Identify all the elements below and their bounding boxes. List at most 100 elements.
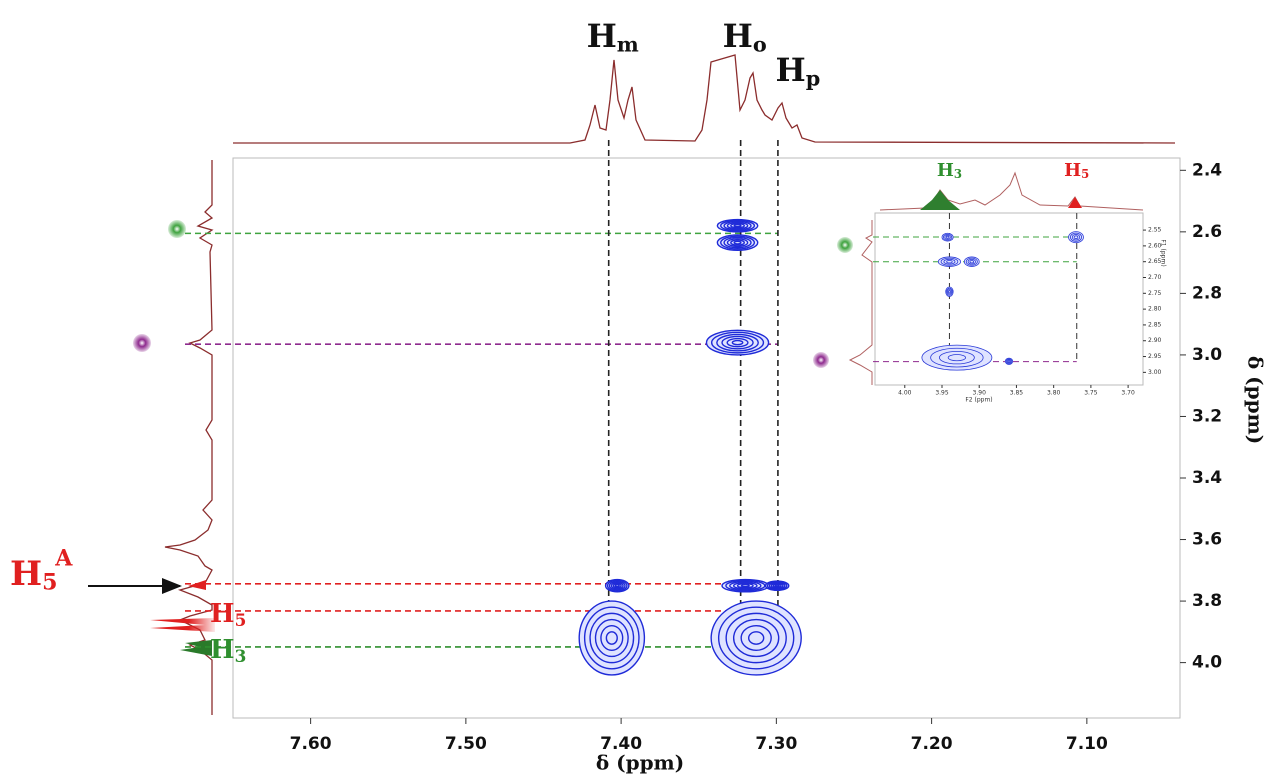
cross-peak [720, 235, 756, 250]
cross-peak [938, 351, 975, 365]
cross-peak [772, 583, 782, 588]
cross-peak [723, 220, 752, 231]
x-tick-label: 4.00 [898, 390, 912, 397]
cross-peak [731, 339, 744, 346]
label-main: H [210, 635, 235, 665]
cross-peak [1071, 234, 1081, 241]
cross-peak [578, 600, 646, 676]
peak-label: Hp [776, 51, 821, 90]
peak-label: Hm [587, 17, 639, 56]
cross-peak [963, 256, 980, 267]
label-sup: A [54, 545, 73, 571]
cross-peak [921, 344, 993, 371]
cross-peak [730, 222, 745, 229]
label-main: H [587, 17, 617, 55]
cross-peak [608, 580, 626, 591]
label-main: H [776, 51, 806, 89]
peak-label: H5 [1064, 160, 1089, 181]
cross-peak [946, 260, 953, 264]
label-main: H [210, 599, 235, 629]
x-tick-label: 7.60 [290, 734, 332, 754]
cross-peak [747, 631, 765, 645]
label-main: H [10, 554, 42, 594]
x-tick-label: 3.85 [1010, 390, 1024, 397]
h5-fill [150, 618, 215, 632]
x-tick-label: 7.40 [600, 734, 642, 754]
label-sub: 5 [42, 570, 57, 596]
cross-peak [733, 240, 742, 245]
cross-peak [967, 258, 976, 265]
cross-peak [732, 581, 758, 590]
h5a-fill [188, 580, 206, 590]
label-sub: 5 [235, 609, 247, 629]
y-tick-label: 2.60 [1148, 242, 1162, 249]
y-tick-label: 2.6 [1192, 222, 1222, 242]
marker-dot [813, 352, 829, 368]
x-tick-label: 3.90 [973, 390, 987, 397]
cross-peak [710, 600, 802, 676]
cross-peak [725, 579, 766, 592]
y-tick-label: 2.85 [1148, 321, 1162, 328]
marker-dot [837, 237, 853, 253]
cross-peak [721, 335, 754, 350]
cross-peak [944, 234, 951, 240]
cross-peak [710, 331, 765, 354]
y-tick-label: 2.75 [1148, 290, 1162, 297]
cross-peak [768, 581, 786, 590]
cross-peak [1005, 358, 1013, 365]
cross-peak [732, 618, 780, 658]
label-sub: o [753, 31, 767, 56]
peak-label: H5 [210, 599, 246, 629]
cross-peak [614, 583, 620, 588]
inset-h5-fill [1068, 197, 1082, 208]
x-tick-label: 3.80 [1047, 390, 1061, 397]
x-axis-title: F2 (ppm) [965, 397, 992, 404]
peak-label: H3 [210, 635, 246, 665]
cross-peak [1006, 359, 1012, 364]
cross-peak [740, 583, 750, 588]
x-tick-label: 3.95 [935, 390, 949, 397]
cross-peak [733, 223, 742, 228]
cross-peak [930, 347, 984, 368]
y-tick-label: 2.70 [1148, 274, 1162, 281]
x-axis-title: δ (ppm) [596, 751, 684, 775]
y-tick-label: 2.90 [1148, 337, 1162, 344]
cross-peak [940, 257, 959, 266]
cross-peak [583, 606, 640, 670]
cross-peak [594, 618, 629, 658]
cross-peak [766, 581, 788, 591]
cross-peak [726, 221, 749, 230]
cross-peak [723, 236, 752, 249]
cross-peak [948, 290, 951, 294]
cross-peak [717, 606, 795, 670]
label-sub: 5 [1081, 167, 1089, 181]
y-tick-label: 3.6 [1192, 530, 1222, 550]
cross-peak [606, 579, 628, 592]
cross-peak [1073, 235, 1079, 239]
y-tick-label: 2.65 [1148, 258, 1162, 265]
x-tick-label: 7.50 [445, 734, 487, 754]
cross-peak [610, 581, 624, 590]
marker-dot [133, 334, 151, 352]
y-tick-label: 2.55 [1148, 227, 1162, 234]
cross-peak [729, 580, 762, 591]
cross-peak [946, 287, 953, 296]
cross-peak [736, 582, 754, 589]
label-sub: 3 [954, 167, 962, 181]
cross-peak [1070, 232, 1082, 242]
x-tick-label: 7.10 [1066, 734, 1108, 754]
cross-peak [770, 582, 784, 589]
y-tick-label: 2.4 [1192, 160, 1222, 180]
y-tick-label: 4.0 [1192, 653, 1222, 673]
label-sub: 3 [235, 645, 247, 665]
y-tick-label: 3.8 [1192, 591, 1222, 611]
cross-peak [726, 337, 749, 348]
inset-h3-fill [920, 190, 960, 210]
label-sub: p [806, 65, 821, 90]
marker-dot [168, 220, 186, 238]
y-tick-label: 2.95 [1148, 353, 1162, 360]
cross-peak [947, 354, 967, 362]
cross-peak [720, 219, 756, 232]
cross-peak [726, 238, 749, 248]
